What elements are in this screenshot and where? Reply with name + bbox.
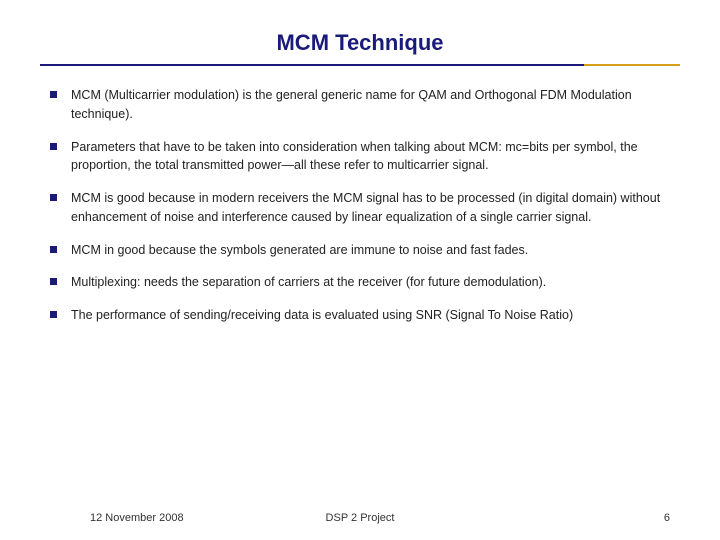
bullet-text: MCM in good because the symbols generate… [71, 241, 670, 260]
slide-footer: 12 November 2008 DSP 2 Project 6 [0, 512, 720, 524]
square-bullet-icon [50, 194, 57, 201]
bullet-text: Multiplexing: needs the separation of ca… [71, 273, 670, 292]
bullet-text: The performance of sending/receiving dat… [71, 306, 670, 325]
list-item: MCM is good because in modern receivers … [50, 189, 670, 227]
footer-page-number: 6 [664, 512, 670, 524]
slide: MCM Technique MCM (Multicarrier modulati… [0, 0, 720, 540]
list-item: Multiplexing: needs the separation of ca… [50, 273, 670, 292]
list-item: MCM in good because the symbols generate… [50, 241, 670, 260]
square-bullet-icon [50, 91, 57, 98]
square-bullet-icon [50, 311, 57, 318]
list-item: MCM (Multicarrier modulation) is the gen… [50, 86, 670, 124]
square-bullet-icon [50, 143, 57, 150]
list-item: Parameters that have to be taken into co… [50, 138, 670, 176]
bullet-text: MCM is good because in modern receivers … [71, 189, 670, 227]
slide-title: MCM Technique [40, 30, 680, 56]
square-bullet-icon [50, 278, 57, 285]
footer-project: DSP 2 Project [326, 512, 395, 524]
footer-date: 12 November 2008 [90, 512, 184, 524]
title-divider [40, 64, 680, 66]
bullet-text: Parameters that have to be taken into co… [71, 138, 670, 176]
square-bullet-icon [50, 246, 57, 253]
list-item: The performance of sending/receiving dat… [50, 306, 670, 325]
bullet-list: MCM (Multicarrier modulation) is the gen… [40, 86, 680, 325]
bullet-text: MCM (Multicarrier modulation) is the gen… [71, 86, 670, 124]
